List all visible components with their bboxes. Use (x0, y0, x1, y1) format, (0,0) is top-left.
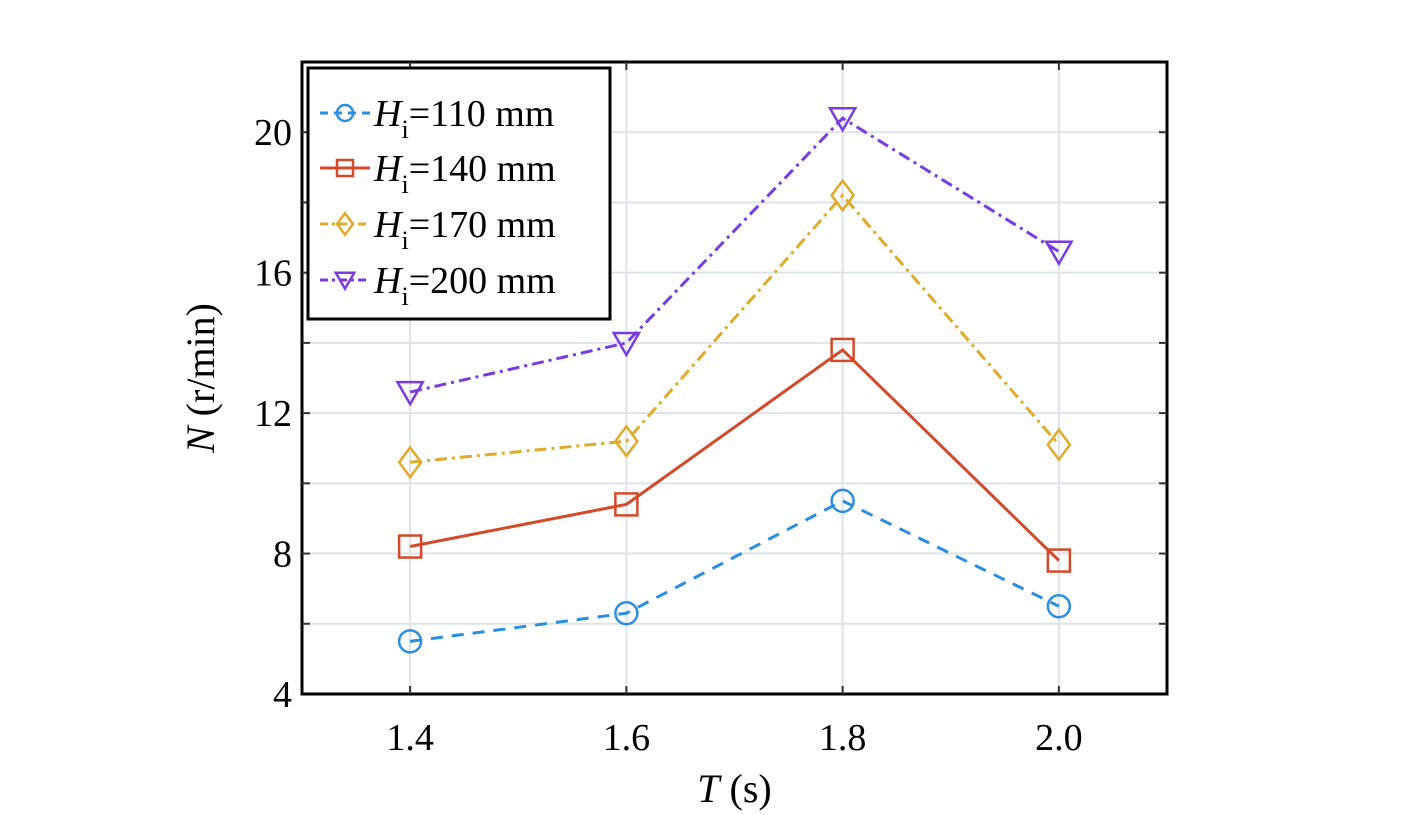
marker-triangle-down (395, 380, 425, 407)
x-tick-label: 1.6 (603, 717, 651, 759)
y-tick-label: 8 (273, 534, 292, 576)
axis-labels: 1.4 1.6 1.8 2.0 4 8 12 16 20 T (s) N (r/min) (178, 112, 1083, 811)
marker-circle (1046, 593, 1072, 619)
marker-diamond (1046, 427, 1072, 462)
legend-symbol: H (373, 260, 404, 302)
legend-label: Hi=200 mm (373, 260, 556, 311)
marker-triangle-down (333, 271, 357, 292)
legend-box (306, 66, 612, 321)
legend-symbol: H (373, 93, 404, 135)
marker-diamond (613, 424, 639, 459)
legend-subscript: i (401, 115, 408, 144)
marker-circle (830, 488, 855, 514)
marker-diamond (335, 211, 355, 237)
series-line (409, 116, 1060, 394)
legend-label: Hi=110 mm (373, 93, 554, 144)
series-group (395, 107, 1074, 654)
marker-square (1046, 548, 1072, 573)
y-tick-label: 12 (254, 393, 292, 435)
y-tick-label: 4 (273, 674, 292, 716)
x-axis-unit: (s) (720, 766, 772, 811)
legend-label: Hi=170 mm (373, 204, 556, 255)
legend-label: Hi=140 mm (373, 148, 556, 199)
marker-triangle-down (827, 107, 858, 133)
series-line (409, 193, 1061, 464)
legend-rest: =110 mm (409, 93, 555, 135)
series-line (409, 499, 1060, 643)
y-axis-label: N (r/min) (178, 303, 223, 454)
marker-square (335, 158, 355, 178)
legend-entry-2: Hi=170 mm (320, 204, 556, 255)
legend-subscript: i (401, 170, 408, 199)
legend-entry-3: Hi=200 mm (320, 260, 556, 311)
y-tick-label: 20 (254, 112, 292, 154)
legend-subscript: i (401, 226, 408, 255)
x-tick-label: 2.0 (1035, 717, 1083, 759)
series-3 (395, 107, 1074, 407)
y-axis-symbol: N (178, 424, 223, 454)
series-0 (397, 488, 1072, 654)
legend-entry-0: Hi=110 mm (320, 93, 554, 144)
legend-rest: =200 mm (409, 260, 556, 302)
marker-circle (335, 103, 355, 123)
series-2 (397, 178, 1072, 480)
marker-square (397, 534, 423, 559)
legend-rest: =170 mm (409, 204, 556, 246)
marker-square (830, 337, 855, 363)
marker-circle (397, 629, 423, 654)
marker-triangle-down (1044, 240, 1074, 267)
x-tick-label: 1.8 (819, 717, 867, 759)
plot-frame (300, 60, 1169, 696)
legend-subscript: i (401, 282, 408, 311)
x-axis-symbol: T (697, 766, 722, 811)
marker-diamond (397, 445, 423, 480)
marker-triangle-down (611, 331, 642, 358)
marker-diamond (830, 178, 856, 213)
marker-circle (614, 600, 639, 626)
x-tick-label: 1.4 (386, 717, 434, 759)
series-1 (397, 337, 1072, 573)
legend-rest: =140 mm (409, 148, 556, 190)
series-line (409, 347, 1060, 562)
y-axis-unit: (r/min) (178, 303, 223, 426)
x-axis-label: T (s) (697, 766, 771, 811)
legend-entry-1: Hi=140 mm (320, 148, 556, 199)
legend-symbol: H (373, 204, 404, 246)
y-tick-label: 16 (254, 253, 292, 295)
legend-symbol: H (373, 148, 404, 190)
marker-square (614, 492, 639, 517)
